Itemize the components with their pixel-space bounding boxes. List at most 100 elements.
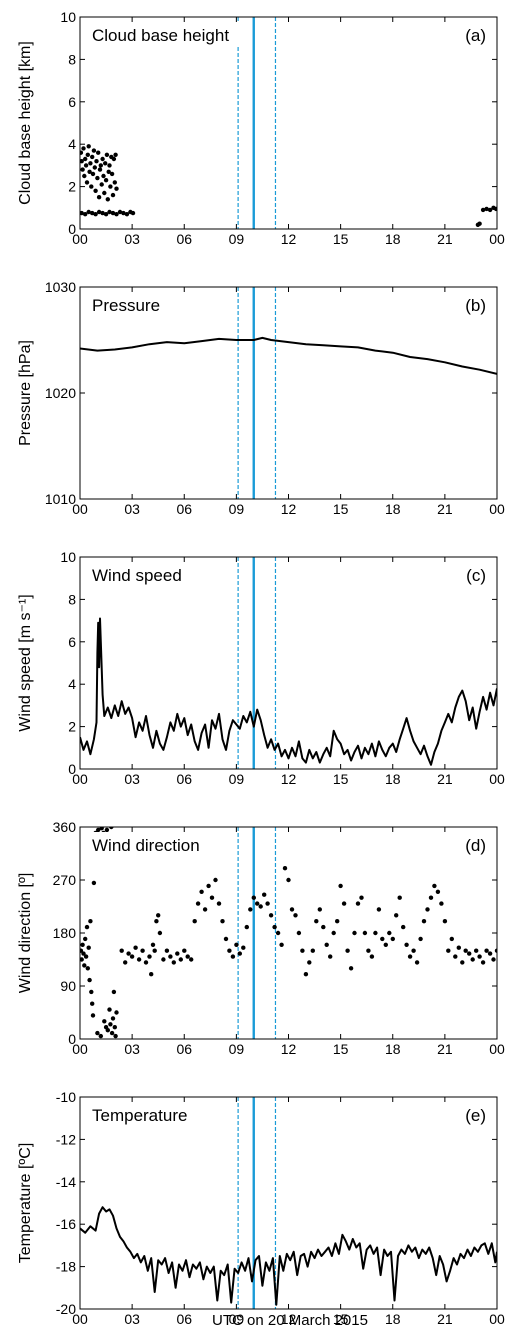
y-tick-label: -18 [56, 1259, 76, 1275]
data-point [114, 1010, 119, 1015]
data-point [93, 212, 98, 217]
panel-title: Cloud base height [92, 26, 229, 45]
data-point [80, 150, 84, 155]
x-tick-label: 12 [281, 771, 297, 787]
data-point [81, 146, 86, 151]
axes-frame [79, 1096, 498, 1310]
data-point [88, 919, 93, 924]
data-point [307, 960, 312, 965]
panel-id-label: (a) [465, 26, 486, 45]
data-point [94, 159, 99, 164]
data-point [341, 901, 347, 906]
figure-xlabel: UTC on 20 March 2015 [212, 1312, 368, 1329]
y-tick-label: -10 [56, 1089, 76, 1105]
y-tick-label: 180 [53, 925, 77, 941]
x-tick-label: 21 [437, 231, 453, 247]
x-tick-label: 00 [489, 771, 505, 787]
data-point [192, 919, 197, 924]
data-point [328, 954, 333, 959]
data-point [85, 152, 91, 157]
data-point [109, 827, 114, 830]
data-point [143, 960, 149, 965]
data-point [157, 930, 163, 936]
data-point [470, 957, 475, 962]
data-point [213, 877, 218, 883]
x-tick-label: 00 [489, 1311, 505, 1327]
data-point [446, 948, 451, 953]
data-point [251, 895, 256, 900]
data-point [103, 178, 109, 183]
data-point [80, 159, 84, 164]
x-tick-label: 06 [176, 1041, 192, 1057]
y-tick-label: 4 [68, 136, 76, 152]
data-point [90, 154, 95, 160]
data-point [414, 960, 420, 965]
data-point [85, 966, 91, 971]
y-tick-label: -12 [56, 1131, 76, 1147]
data-point [96, 827, 101, 833]
data-point [418, 936, 423, 942]
data-point [84, 180, 90, 185]
data-point [103, 212, 109, 217]
data-point [467, 951, 472, 956]
axes-frame [79, 16, 498, 230]
data-point [474, 948, 479, 953]
panel-id-label: (d) [465, 836, 486, 855]
data-point [105, 1028, 111, 1033]
y-axis-label: Temperature [ºC] [17, 1143, 34, 1264]
data-point [112, 180, 118, 185]
data-point [96, 150, 101, 155]
data-point [401, 924, 406, 930]
data-point [123, 960, 128, 965]
data-point [442, 919, 448, 924]
data-point [80, 957, 84, 962]
data-point [460, 960, 465, 965]
data-point [494, 948, 497, 953]
data-point [255, 901, 260, 906]
x-tick-label: 12 [281, 1041, 297, 1057]
data-point [286, 877, 291, 883]
y-tick-label: -16 [56, 1216, 76, 1232]
data-point [107, 1007, 112, 1012]
data-point [108, 1022, 113, 1027]
data-point [102, 1019, 107, 1024]
data-point [110, 1016, 116, 1021]
x-tick-label: 03 [124, 501, 140, 517]
data-point [268, 913, 274, 918]
x-tick-label: 15 [333, 1311, 349, 1327]
data-point [175, 951, 180, 956]
x-tick-label: 09 [229, 501, 245, 517]
x-tick-label: 12 [281, 231, 297, 247]
data-point [161, 957, 166, 962]
data-point [103, 161, 108, 166]
data-point [209, 895, 215, 900]
data-point [484, 206, 489, 212]
x-tick-label: 21 [437, 501, 453, 517]
data-point [164, 948, 170, 953]
data-point [359, 895, 364, 900]
data-point [152, 948, 157, 953]
data-point [407, 954, 413, 959]
x-tick-label: 09 [229, 1311, 245, 1327]
panel-e: 00 03 06 09 12 15 18 21 00-20-18-16-14-12-10Temp… [17, 1089, 505, 1327]
data-point [106, 169, 111, 174]
x-tick-label: 09 [229, 231, 245, 247]
data-point [100, 156, 105, 162]
x-tick-label: 03 [124, 231, 140, 247]
data-point [338, 883, 343, 889]
data-point [113, 152, 118, 157]
data-point [171, 960, 176, 965]
data-point [98, 163, 104, 168]
axes-frame [79, 286, 498, 500]
data-point [149, 972, 154, 977]
data-point [89, 184, 94, 189]
data-point [92, 165, 98, 170]
y-axis-label: Cloud base height [km] [17, 41, 34, 205]
data-point [390, 936, 395, 942]
y-tick-label: 4 [68, 676, 76, 692]
panel-title: Wind direction [92, 836, 200, 855]
data-point [185, 954, 190, 959]
